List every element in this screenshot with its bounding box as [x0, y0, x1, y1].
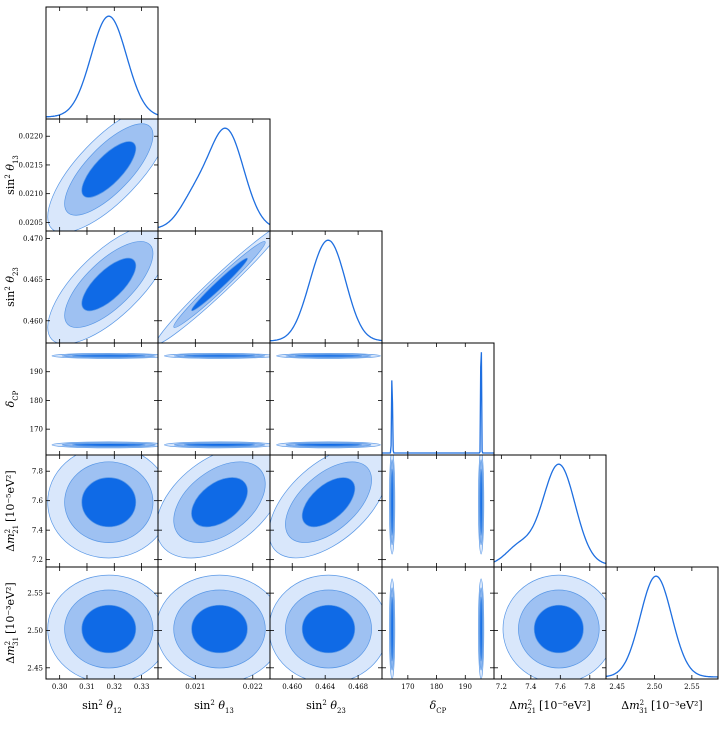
x-tick-label: 0.31	[79, 683, 95, 691]
x-tick-label: 0.464	[315, 683, 336, 691]
x-tick-label: 7.4	[525, 683, 537, 691]
panel-m31-m21: 7.2 7.4 7.6 7.8	[493, 566, 607, 691]
contour-1sigma	[81, 477, 137, 528]
contour-1sigma	[81, 604, 137, 654]
x-tick-label: 0.460	[282, 683, 302, 691]
x-tick-label: 170	[401, 683, 414, 691]
panel-s13-s12: 0.0205 0.0210 0.0215 0.0220	[19, 118, 159, 232]
x-tick-label: 180	[430, 683, 443, 691]
y-tick-label: 170	[30, 426, 43, 434]
y-tick-label: 0.0210	[19, 190, 44, 198]
contour-1sigma	[183, 354, 256, 358]
contour-1sigma	[533, 604, 584, 654]
contour-1sigma	[81, 257, 137, 312]
contour-1sigma	[301, 604, 356, 654]
x-tick-label: 2.55	[684, 683, 700, 691]
x-tick-label: 0.468	[348, 683, 368, 691]
marginal-curve-s13	[158, 127, 270, 229]
panel-dcp-s13	[157, 342, 271, 456]
y-tick-label: 190	[30, 368, 43, 376]
y-tick-label: 2.45	[27, 664, 43, 672]
panel-m31-m31: 2.45 2.50 2.55	[605, 566, 719, 691]
panel-s13-s13	[157, 118, 271, 232]
contour-1sigma	[191, 604, 248, 654]
x-axis-label-s12: sin2 θ12	[82, 699, 122, 715]
contour-1sigma	[390, 596, 394, 662]
panel-dcp-dcp	[381, 342, 495, 456]
contour-1sigma	[301, 477, 356, 528]
panel-frame	[605, 566, 719, 680]
panel-m21-s12: 7.2 7.4 7.6 7.8	[32, 454, 159, 568]
y-tick-label: 0.460	[23, 317, 43, 325]
panel-s23-s13	[157, 230, 271, 344]
panel-dcp-s12: 170 180 190	[30, 342, 159, 456]
y-tick-label: 0.0220	[19, 133, 44, 141]
x-tick-label: 7.2	[496, 683, 507, 691]
marginal-curve-dcp	[382, 352, 494, 454]
contour-1sigma	[294, 354, 363, 358]
panel-s12-s12	[45, 6, 159, 120]
panel-m31-s13: 0.021 0.022	[157, 566, 271, 691]
contour-1sigma	[191, 257, 248, 312]
y-tick-label: 7.4	[32, 527, 44, 535]
panel-m31-s23: 0.460 0.464 0.468	[269, 566, 383, 691]
y-axis-label-dcp: δCP	[4, 390, 20, 407]
contour-1sigma	[479, 596, 483, 662]
y-tick-label: 0.470	[23, 235, 43, 243]
y-axis-label-s23: sin2 θ23	[4, 267, 20, 307]
x-tick-label: 0.021	[185, 683, 205, 691]
x-tick-label: 0.32	[106, 683, 122, 691]
contour-1sigma	[390, 468, 394, 536]
marginal-curve-m21	[494, 463, 606, 565]
contour-1sigma	[183, 443, 256, 447]
y-tick-label: 2.55	[27, 590, 43, 598]
panel-s23-s12: 0.460 0.465 0.470	[23, 230, 159, 344]
panel-dcp-s23	[269, 342, 383, 456]
y-tick-label: 7.8	[32, 468, 43, 476]
x-tick-label: 2.45	[609, 683, 625, 691]
x-axis-label-m31: Δm2 31 [10⁻³eV²]	[621, 699, 702, 715]
panel-m21-m21	[493, 454, 607, 568]
x-tick-label: 0.30	[52, 683, 68, 691]
panel-m31-dcp: 170 180 190	[381, 566, 495, 691]
contour-1sigma	[81, 141, 137, 198]
x-axis-label-dcp: δCP	[430, 699, 447, 715]
contour-1sigma	[72, 443, 146, 447]
y-tick-label: 2.50	[27, 627, 43, 635]
contour-1sigma	[479, 468, 483, 536]
x-tick-label: 2.50	[647, 683, 663, 691]
x-tick-label: 0.022	[243, 683, 263, 691]
y-tick-label: 180	[30, 397, 43, 405]
panel-s23-s23	[269, 230, 383, 344]
x-axis-label-s13: sin2 θ13	[194, 699, 234, 715]
y-tick-label: 0.0205	[19, 219, 44, 227]
y-tick-label: 7.2	[32, 556, 43, 564]
marginal-curve-s12	[46, 15, 158, 118]
x-tick-label: 7.8	[584, 683, 595, 691]
contour-1sigma	[191, 477, 248, 528]
x-tick-label: 190	[459, 683, 472, 691]
y-tick-label: 7.6	[32, 497, 44, 505]
y-axis-label-m21: Δm221[10⁻⁵eV²]	[4, 470, 20, 551]
contour-1sigma	[294, 443, 363, 447]
panel-m21-s23	[269, 454, 383, 568]
marginal-curve-m31	[606, 575, 718, 678]
y-tick-label: 0.465	[23, 276, 43, 284]
panel-m31-s12: 0.30 0.31 0.32 0.33 2.45 2.50 2.55	[27, 566, 159, 691]
y-axis-label-m31: Δm231[10⁻³eV²]	[4, 582, 20, 663]
x-tick-label: 7.6	[555, 683, 567, 691]
panel-m21-dcp	[381, 454, 495, 568]
y-tick-label: 0.0215	[19, 161, 44, 169]
contour-1sigma	[72, 354, 146, 358]
x-tick-label: 0.33	[134, 683, 150, 691]
marginal-curve-s23	[270, 239, 382, 342]
x-axis-label-s23: sin2 θ23	[306, 699, 346, 715]
x-axis-label-m21: Δm2 21 [10⁻⁵eV²]	[509, 699, 590, 715]
y-axis-label-s13: sin2 θ13	[4, 155, 20, 195]
